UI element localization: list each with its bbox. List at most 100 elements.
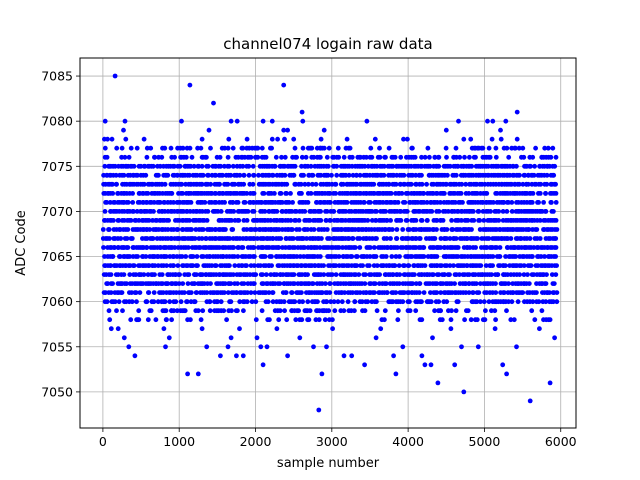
data-point — [280, 209, 285, 214]
data-point — [436, 163, 442, 169]
data-point — [405, 136, 410, 142]
data-point — [511, 317, 517, 323]
data-point — [532, 163, 537, 169]
data-point — [218, 163, 224, 169]
data-point — [208, 281, 213, 286]
x-axis-ticks: 0 1000 2000 3000 4000 5000 6000 — [99, 428, 577, 449]
data-point — [537, 218, 543, 223]
data-point — [270, 299, 276, 305]
data-point — [513, 254, 519, 259]
y-tick-label: 7080 — [41, 114, 73, 129]
data-point — [503, 254, 508, 259]
data-point — [321, 145, 327, 151]
data-point — [274, 209, 280, 214]
data-point — [172, 245, 178, 250]
data-point — [135, 254, 141, 259]
data-point — [173, 299, 179, 305]
data-point — [282, 172, 288, 178]
data-point — [543, 281, 549, 286]
data-point — [231, 209, 237, 214]
data-point — [352, 299, 358, 305]
data-point — [488, 209, 493, 214]
data-point — [200, 254, 206, 259]
data-point — [225, 181, 231, 187]
data-point — [496, 209, 502, 214]
data-point — [244, 227, 250, 232]
data-point — [341, 154, 347, 160]
data-point — [410, 281, 415, 286]
data-point — [227, 263, 232, 268]
data-point — [539, 308, 545, 314]
data-point — [458, 191, 464, 196]
data-point — [240, 163, 246, 169]
data-point — [297, 254, 303, 259]
data-point — [530, 299, 536, 305]
data-point — [224, 317, 230, 323]
data-point — [434, 218, 440, 223]
data-point — [453, 236, 459, 241]
data-point — [195, 371, 201, 377]
data-point — [544, 272, 549, 277]
data-point — [282, 308, 287, 314]
data-point — [196, 163, 202, 169]
data-point — [388, 236, 393, 241]
data-point — [344, 136, 350, 142]
data-point — [492, 326, 498, 332]
data-point — [234, 353, 239, 359]
data-point — [156, 172, 161, 178]
data-point — [393, 181, 399, 187]
data-point — [131, 263, 137, 268]
data-point — [213, 263, 219, 268]
data-point — [188, 317, 193, 323]
data-point — [368, 145, 374, 151]
data-point — [460, 200, 465, 205]
data-point — [183, 254, 189, 259]
data-point — [436, 299, 442, 305]
data-point — [436, 272, 442, 277]
data-point — [508, 236, 514, 241]
data-point — [112, 245, 117, 250]
data-point — [464, 236, 470, 241]
data-point — [281, 127, 287, 133]
data-point — [501, 290, 507, 295]
data-point — [254, 335, 260, 341]
data-point — [221, 308, 227, 314]
data-point — [159, 272, 165, 277]
data-point — [143, 254, 149, 259]
data-point — [194, 254, 200, 259]
data-point — [482, 317, 488, 323]
data-point — [489, 308, 494, 314]
data-point — [235, 200, 241, 205]
data-point — [333, 181, 339, 187]
data-point — [128, 218, 134, 223]
data-point — [493, 145, 499, 151]
data-point — [504, 308, 509, 314]
data-point — [350, 236, 356, 241]
data-point — [136, 317, 142, 323]
data-point — [217, 181, 223, 187]
data-point — [553, 200, 559, 205]
data-point — [326, 308, 332, 314]
data-point — [549, 200, 554, 205]
data-point — [114, 145, 120, 151]
data-point — [470, 209, 476, 214]
data-point — [321, 127, 327, 133]
data-point — [310, 172, 316, 178]
data-point — [374, 308, 380, 314]
data-point — [190, 263, 196, 268]
data-point — [467, 245, 473, 250]
data-point — [504, 371, 509, 377]
data-point — [301, 172, 306, 178]
data-point — [292, 245, 298, 250]
data-point — [261, 191, 267, 196]
data-point — [146, 218, 152, 223]
data-point — [465, 308, 471, 314]
data-point — [436, 154, 442, 160]
data-point — [493, 281, 498, 286]
data-point — [335, 299, 341, 305]
data-point — [169, 191, 175, 196]
data-point — [299, 191, 304, 196]
data-point — [298, 181, 304, 187]
data-point — [505, 236, 510, 241]
data-point — [195, 308, 201, 314]
